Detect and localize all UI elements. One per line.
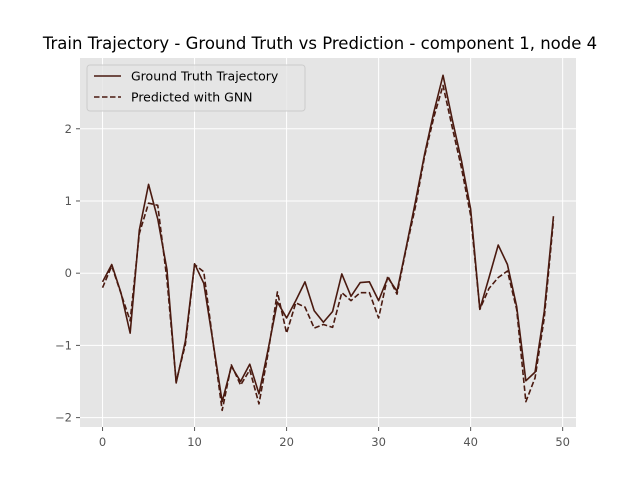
plot-area bbox=[80, 58, 576, 427]
gridlines bbox=[80, 58, 576, 427]
y-tick-label: 2 bbox=[65, 122, 72, 136]
series-lines bbox=[101, 74, 555, 412]
x-tick-label: 40 bbox=[463, 435, 478, 449]
legend-label-ground-truth: Ground Truth Trajectory bbox=[131, 69, 279, 84]
legend-label-predicted: Predicted with GNN bbox=[131, 90, 253, 105]
axis-ticks: 0 10 20 30 40 50 −2 −1 0 1 2 bbox=[55, 122, 570, 449]
y-tick-label: 0 bbox=[65, 266, 72, 280]
x-tick-label: 30 bbox=[371, 435, 386, 449]
x-tick-label: 0 bbox=[99, 435, 106, 449]
y-tick-label: −2 bbox=[55, 411, 72, 425]
chart-title: Train Trajectory - Ground Truth vs Predi… bbox=[42, 34, 597, 53]
y-tick-label: 1 bbox=[65, 194, 72, 208]
x-tick-label: 20 bbox=[279, 435, 294, 449]
x-tick-label: 50 bbox=[555, 435, 570, 449]
y-tick-label: −1 bbox=[55, 338, 72, 352]
legend-box bbox=[86, 64, 306, 112]
legend: Ground Truth Trajectory Predicted with G… bbox=[86, 64, 306, 112]
series-line-predicted bbox=[101, 84, 555, 412]
x-tick-label: 10 bbox=[187, 435, 202, 449]
